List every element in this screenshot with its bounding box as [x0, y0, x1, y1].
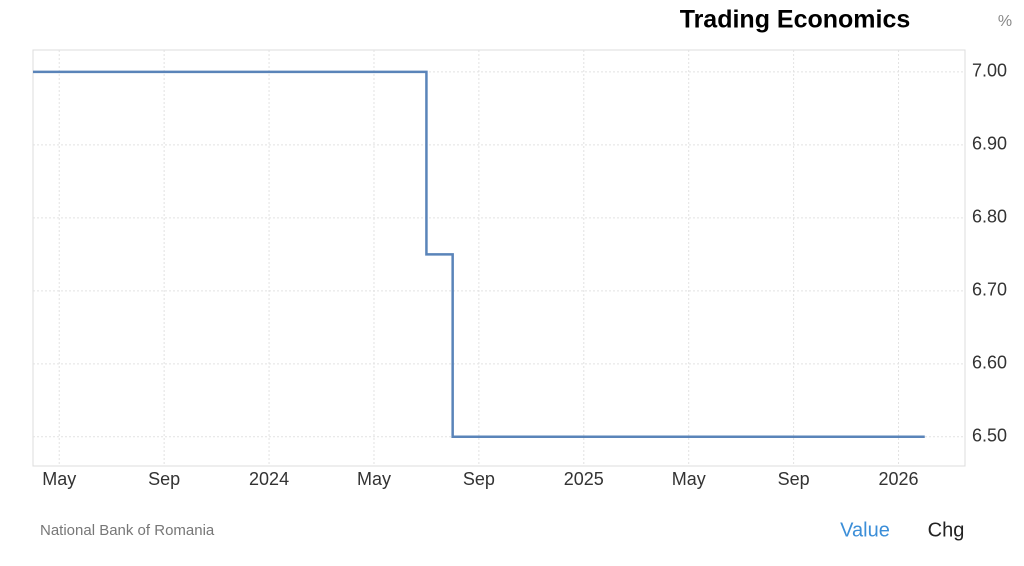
- y-tick-label: 6.60: [972, 353, 1007, 373]
- x-tick-label: 2024: [249, 469, 289, 489]
- y-tick-label: 7.00: [972, 61, 1007, 81]
- plot-frame: [32, 49, 966, 467]
- x-tick-label: May: [357, 469, 391, 489]
- y-tick-label: 6.80: [972, 207, 1007, 227]
- x-tick-label: Sep: [148, 469, 180, 489]
- value-toggle[interactable]: Value: [840, 519, 890, 541]
- data-line: [33, 70, 925, 439]
- y-tick-label: 6.90: [972, 134, 1007, 154]
- chg-toggle[interactable]: Chg: [928, 519, 965, 541]
- chart-title: Trading Economics: [680, 6, 911, 34]
- x-tick-label: 2026: [879, 469, 919, 489]
- source-label: National Bank of Romania: [40, 522, 215, 539]
- x-tick-label: 2025: [564, 469, 604, 489]
- x-tick-label: May: [672, 469, 706, 489]
- x-tick-label: May: [42, 469, 76, 489]
- unit-label: %: [998, 13, 1012, 30]
- x-tick-label: Sep: [463, 469, 495, 489]
- y-tick-label: 6.50: [972, 426, 1007, 446]
- y-tick-label: 6.70: [972, 280, 1007, 300]
- x-tick-label: Sep: [778, 469, 810, 489]
